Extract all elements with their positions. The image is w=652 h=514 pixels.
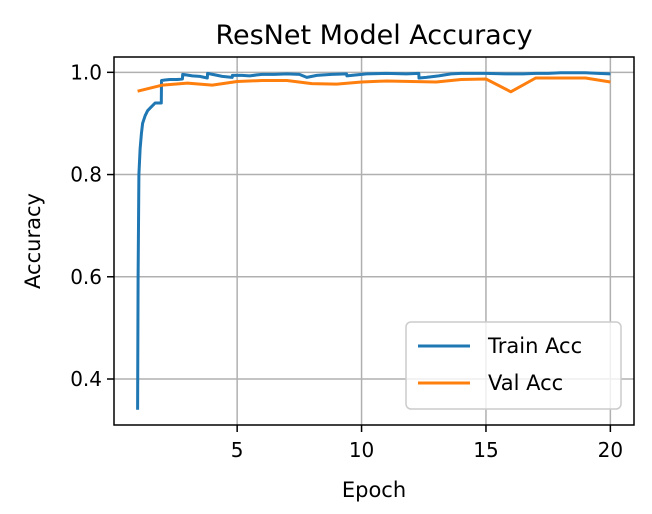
legend-label-train-acc: Train Acc <box>487 334 582 358</box>
y-tick-label: 0.4 <box>70 367 102 391</box>
y-tick-label: 0.8 <box>70 163 102 187</box>
legend: Train Acc Val Acc <box>405 321 622 410</box>
grid-lines <box>114 57 634 425</box>
legend-box <box>405 321 622 410</box>
axis-ticks: 5 10 15 20 0.4 0.6 0.8 1.0 <box>70 60 623 462</box>
y-tick-label: 0.6 <box>70 265 102 289</box>
plot-series <box>136 71 611 410</box>
chart-title: ResNet Model Accuracy <box>215 20 532 51</box>
x-axis-label: Epoch <box>342 478 406 502</box>
y-axis-label: Accuracy <box>21 193 45 289</box>
y-tick-label: 1.0 <box>70 60 102 84</box>
val-acc-line <box>137 76 611 94</box>
x-tick-label: 15 <box>473 438 498 462</box>
x-tick-label: 5 <box>231 438 244 462</box>
train-acc-line <box>136 71 611 410</box>
x-tick-label: 20 <box>598 438 623 462</box>
plot-frame <box>113 56 635 426</box>
x-tick-label: 10 <box>349 438 374 462</box>
legend-label-val-acc: Val Acc <box>488 371 563 395</box>
